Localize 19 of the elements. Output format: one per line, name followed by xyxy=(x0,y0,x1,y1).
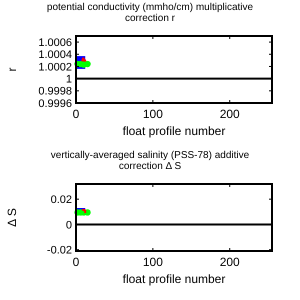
y-tick-label: 1.0006 xyxy=(38,36,72,49)
y-tick-label: -0.02 xyxy=(46,244,72,257)
x-tick-label: 100 xyxy=(142,107,164,121)
y-axis-title: r xyxy=(5,68,19,72)
x-tick-label: 200 xyxy=(220,107,240,121)
x-tick-label: 100 xyxy=(142,255,164,269)
y-axis-title: Δ S xyxy=(5,208,19,227)
y-tick-label: 0.02 xyxy=(50,194,72,206)
x-tick-label: 200 xyxy=(220,255,240,269)
x-axis-title: float profile number xyxy=(122,272,226,286)
y-tick-label: 0 xyxy=(66,219,72,232)
chart-title: vertically-averaged salinity (PSS-78) additive correction Δ S xyxy=(50,150,250,172)
y-tick-label: 0.9998 xyxy=(38,86,72,98)
y-tick-label: 0.9996 xyxy=(38,98,72,110)
chart-title: potential conductivity (mmho/cm) multiplicative correction r xyxy=(46,2,254,24)
y-tick-label: 1 xyxy=(66,73,72,86)
y-tick-label: 1.0002 xyxy=(38,61,72,74)
y-tick-label: 1.0004 xyxy=(38,49,72,62)
x-axis-title: float profile number xyxy=(122,124,226,138)
